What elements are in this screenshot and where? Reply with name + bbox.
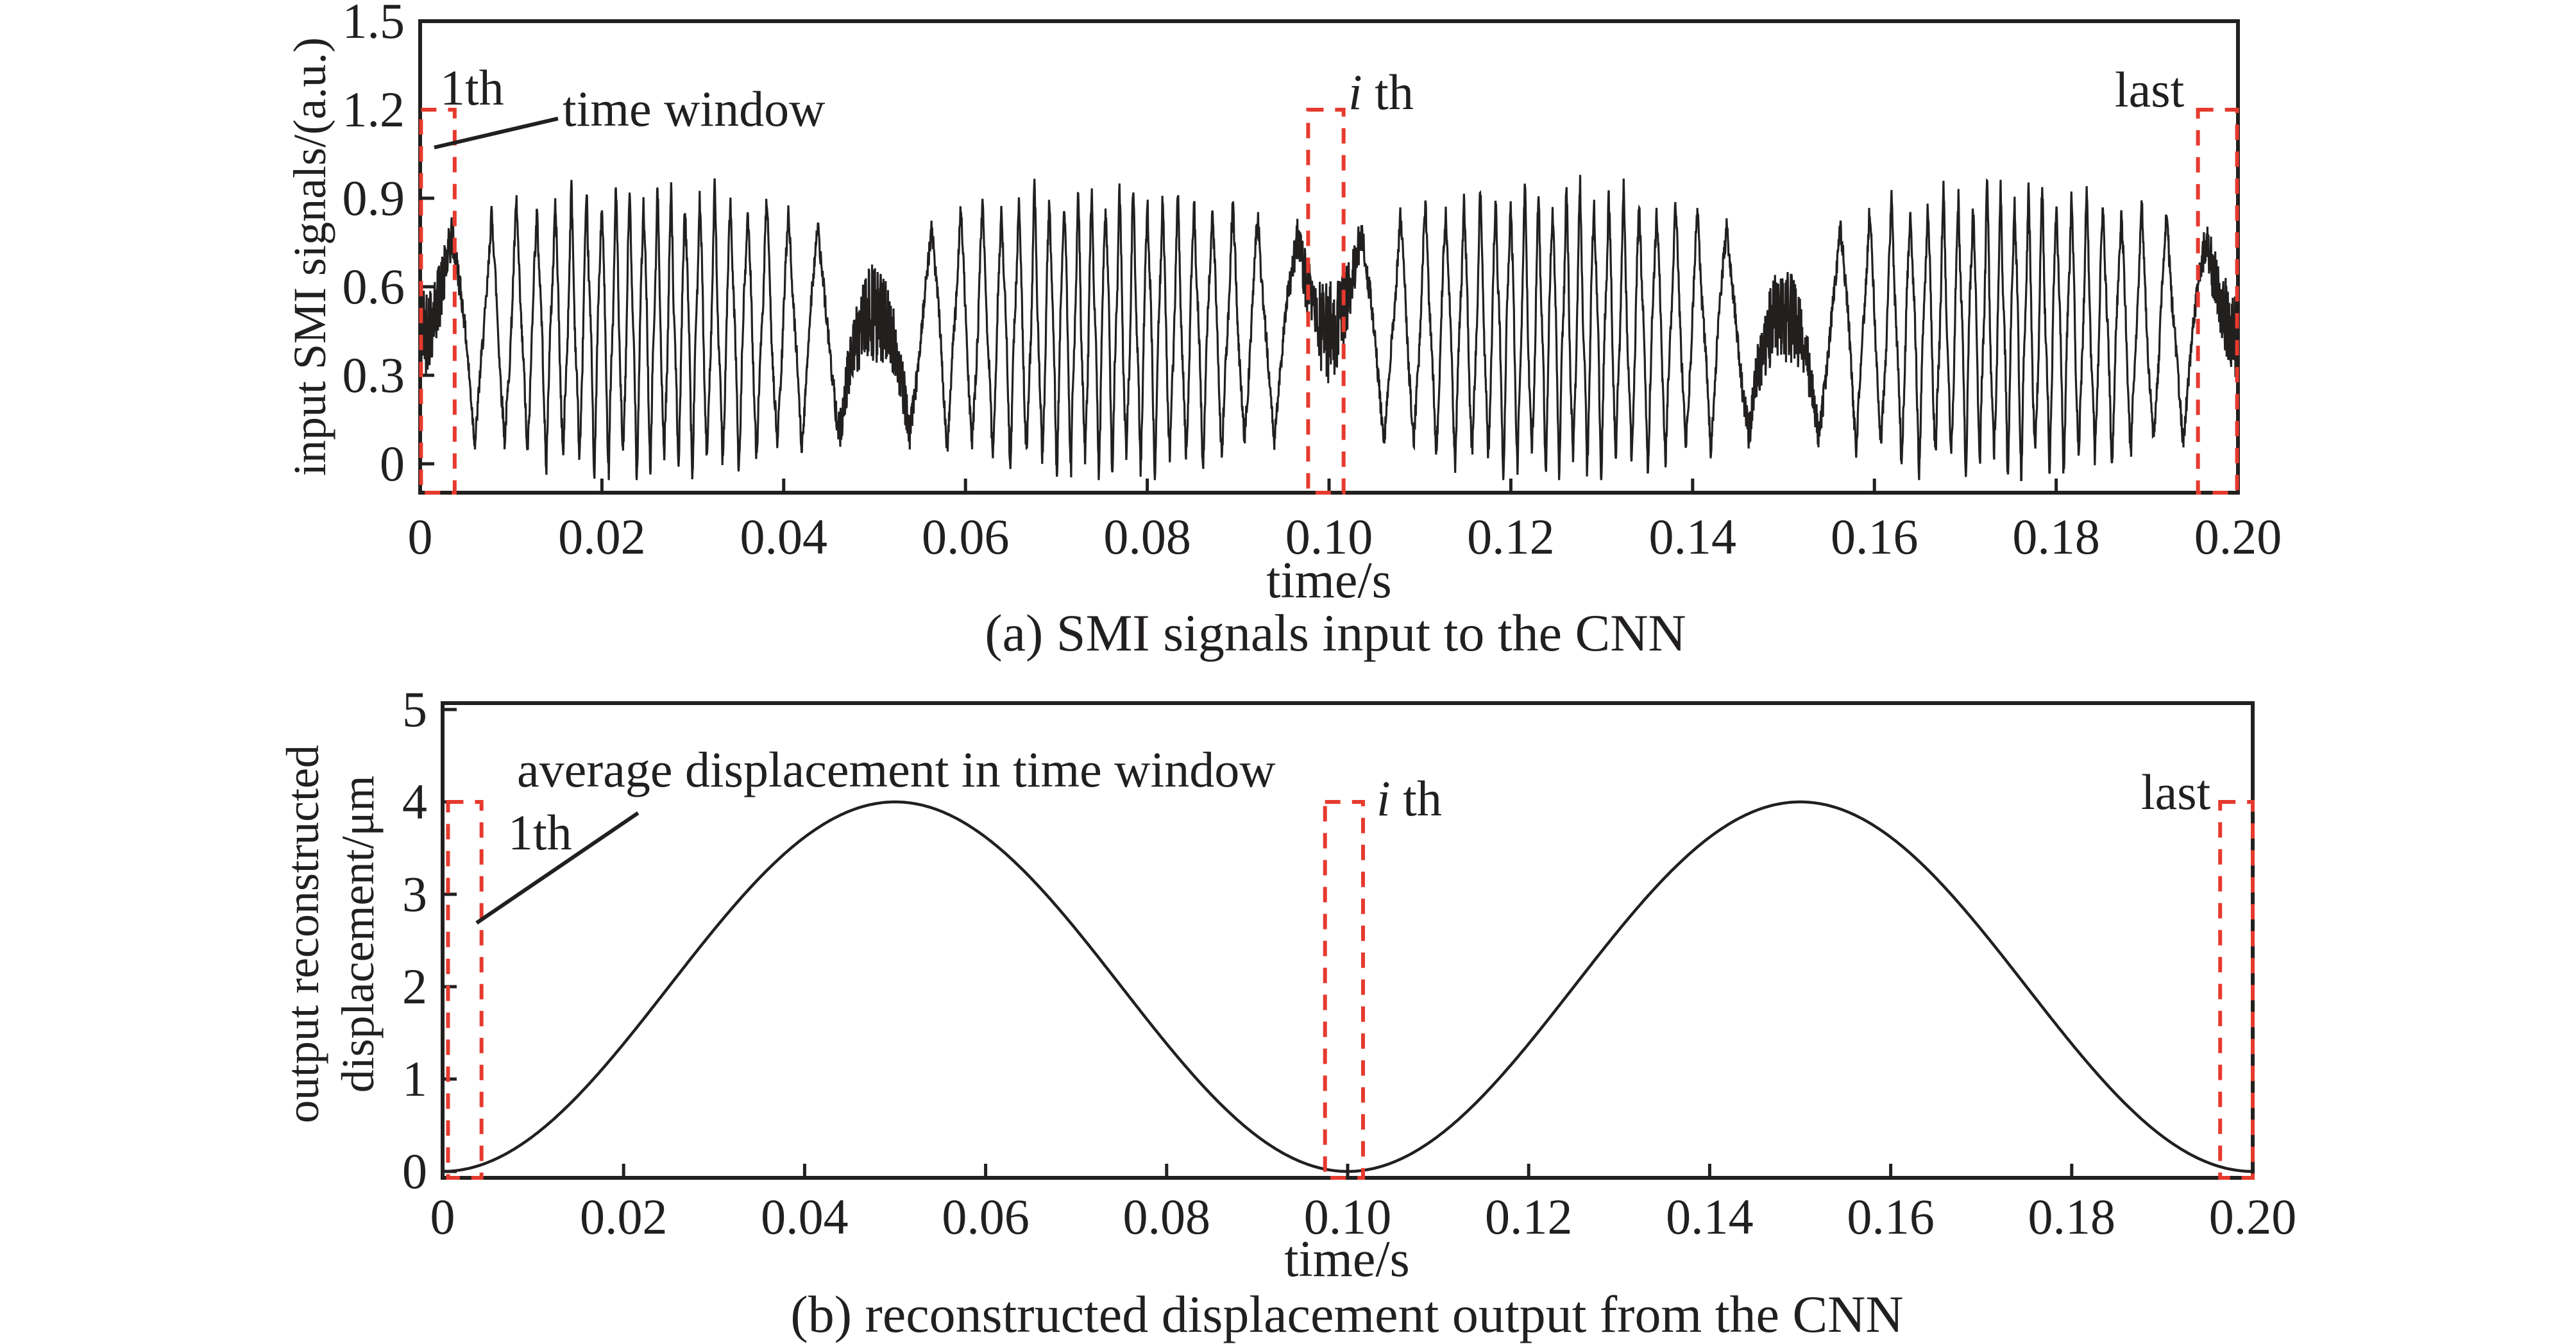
- plot-b-x-tick-label: 0.04: [761, 1189, 849, 1245]
- plot-a-x-tick-label: 0.12: [1467, 509, 1555, 565]
- panel-b-y-axis-title: output reconstructed displacement/μm: [275, 745, 386, 1123]
- panel-b-y-axis-title-line1: output reconstructed: [277, 745, 328, 1123]
- panel-b-y-axis-title-line2: displacement/μm: [332, 775, 384, 1093]
- plot-a-y-tick-label: 1.5: [342, 0, 405, 49]
- panel-b-caption: (b) reconstructed displacement output fr…: [790, 1285, 1904, 1343]
- plot-b-x-tick-label: 0.06: [942, 1189, 1030, 1245]
- plot-a-x-tick-label: 0.14: [1648, 509, 1737, 565]
- plot-b-x-tick-label: 0.16: [1847, 1189, 1935, 1245]
- plot-a-x-tick-label: 0.20: [2194, 509, 2282, 565]
- plot-b-x-tick-label: 0.14: [1666, 1189, 1754, 1245]
- plot-a-x-tick-label: 0.16: [1830, 509, 1919, 565]
- panel-a-last-window-label: last: [2115, 62, 2185, 117]
- plot-a-x-tick-label: 0.02: [558, 509, 646, 565]
- plot-b-leader-line: [475, 811, 640, 925]
- panel-b-x-axis-title: time/s: [1284, 1231, 1410, 1288]
- panel-a-y-axis-title: input SMI signals/(a.u.): [284, 37, 335, 476]
- panel-b-ith-window-label: i th: [1377, 770, 1442, 828]
- smi-signal-trace: [419, 174, 2239, 481]
- plot-b-y-tick-label: 2: [402, 958, 427, 1014]
- time-window-box-1th: [419, 108, 457, 495]
- plot-a-x-tick-label: 0.06: [921, 509, 1010, 565]
- plot-b-y-tick-label: 1: [402, 1051, 427, 1107]
- plot-a-y-tick-label: 0.3: [342, 347, 405, 403]
- panel-a-first-window-label: 1th: [440, 60, 504, 115]
- time-window-box-last: [2196, 108, 2239, 495]
- plot-a-x-tick-label: 0: [407, 509, 433, 565]
- plot-b-y-tick-label: 4: [402, 774, 427, 829]
- plot-b-x-tick-label: 0.20: [2208, 1189, 2297, 1245]
- panel-b-last-window-label: last: [2141, 764, 2211, 820]
- plot-b-x-tick-label: 0.18: [2028, 1189, 2116, 1245]
- time-window-box-ith: [1306, 108, 1346, 495]
- panel-b-ith-i: i: [1377, 770, 1391, 826]
- panel-a-ith-window-label: i th: [1348, 64, 1414, 121]
- plot-a-x-tick-label: 0.08: [1103, 509, 1191, 565]
- plot-b-x-tick-label: 0.02: [579, 1189, 668, 1245]
- plot-b-x-tick-label: 0.12: [1484, 1189, 1573, 1245]
- panel-a-ith-th: th: [1362, 64, 1414, 120]
- panel-b-ith-th: th: [1390, 770, 1442, 826]
- plot-a-y-tick-label: 1.2: [342, 81, 405, 137]
- plot-b-y-tick-label: 0: [402, 1143, 427, 1199]
- plot-a-y-tick-label: 0: [380, 436, 405, 491]
- panel-a-x-axis-title: time/s: [1266, 552, 1392, 609]
- panel-a-time-window-label: time window: [563, 81, 826, 137]
- plot-b-x-tick-label: 0: [430, 1189, 455, 1245]
- panel-b-average-label: average displacement in time window: [517, 742, 1276, 797]
- panel-a-caption: (a) SMI signals input to the CNN: [985, 604, 1686, 662]
- plot-a-y-tick-label: 0.9: [342, 170, 405, 226]
- plot-a-x-tick-label: 0.10: [1285, 509, 1373, 565]
- plot-a-leader-line: [434, 116, 559, 149]
- time-window-box-ith: [1323, 800, 1365, 1180]
- plot-b-x-tick-label: 0.08: [1123, 1189, 1211, 1245]
- displacement-curve: [443, 800, 2253, 1173]
- plot-a-x-tick-label: 0.04: [740, 509, 828, 565]
- time-window-box-1th: [446, 800, 484, 1180]
- time-window-box-last: [2218, 800, 2255, 1180]
- plot-a-x-tick-label: 0.18: [2012, 509, 2100, 565]
- plot-b-x-tick-label: 0.10: [1303, 1189, 1392, 1245]
- plot-a-y-tick-label: 0.6: [342, 259, 405, 314]
- plot-b-y-tick-label: 5: [402, 681, 427, 737]
- plot-b-y-tick-label: 3: [402, 866, 427, 922]
- panel-a-ith-i: i: [1348, 64, 1362, 120]
- panel-b-first-window-label: 1th: [508, 804, 572, 860]
